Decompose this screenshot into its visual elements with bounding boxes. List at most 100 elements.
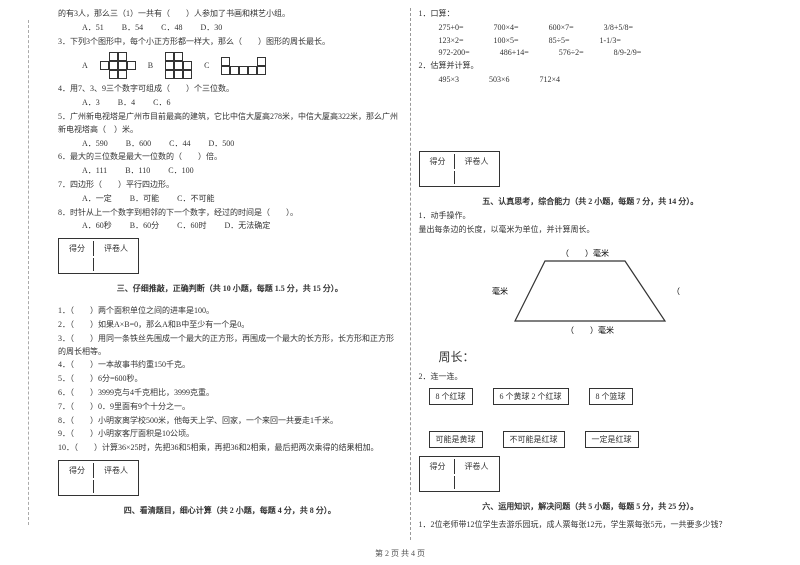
j3: 3．（ ）用同一条铁丝先围成一个最大的正方形，再围成一个最大的长方形，长方形和正… [58, 333, 402, 359]
t1b: 量出每条边的长度，以毫米为单位，并计算周长。 [419, 224, 763, 237]
trap-top: （ ）毫米 [561, 248, 609, 258]
grader-label: 评卷人 [96, 463, 136, 478]
kc: 123×2= [439, 35, 464, 48]
q7: 7．四边形（ ）平行四边形。 [58, 179, 402, 192]
opt-a: A．590 [82, 139, 108, 148]
q5-opts: A．590 B．600 C．44 D．500 [58, 138, 402, 151]
trap-bottom: （ ）毫米 [566, 325, 614, 335]
kc: 3/8+5/8= [604, 22, 633, 35]
p1: 1．2位老师带12位学生去游乐园玩，成人票每张12元，学生票每张5元，一共要多少… [419, 519, 763, 532]
j8: 8．（ ）小明家离学校500米，他每天上学、回家，一个来回一共要走1千米。 [58, 415, 402, 428]
j5: 5．（ ）6分=600秒。 [58, 373, 402, 386]
q7-opts: A．一定 B．可能 C．不可能 [58, 193, 402, 206]
kc: 8/9-2/9= [614, 47, 642, 60]
opt-d: D．500 [208, 139, 234, 148]
opt-c: C．6 [153, 98, 170, 107]
j2: 2．（ ）如果A×B=0，那么A和B中至少有一个是0。 [58, 319, 402, 332]
q5: 5．广州新电视塔是广州市目前最高的建筑，它比中信大厦高278米，中信大厦高322… [58, 111, 402, 137]
score-label: 得分 [61, 463, 94, 478]
opt-d: D．30 [200, 23, 222, 32]
q-pre: 的有3人，那么三（1）一共有（ ）人参加了书画和棋艺小组。 [58, 8, 402, 21]
q8: 8．时针从上一个数字到相邻的下一个数字，经过的时间是（ ）。 [58, 207, 402, 220]
score-box-4: 得分 评卷人 [58, 460, 139, 496]
page-footer: 第 2 页 共 4 页 [0, 548, 800, 559]
section-5-title: 五、认真思考，综合能力（共 2 小题，每题 7 分，共 14 分）。 [419, 196, 763, 207]
kc: 85÷5= [549, 35, 570, 48]
opt-c: C．48 [161, 23, 182, 32]
kc: 275+0= [439, 22, 464, 35]
opt-a: A．一定 [82, 194, 112, 203]
opt-b: B．600 [126, 139, 151, 148]
q4-opts: A．3 B．4 C．6 [58, 97, 402, 110]
box-item: 8 个红球 [429, 388, 473, 405]
section-3-title: 三、仔细推敲，正确判断（共 10 小题，每题 1.5 分，共 15 分）。 [58, 283, 402, 294]
opt-c: C．60时 [177, 221, 206, 230]
binding-line [28, 20, 29, 525]
section-6-title: 六、运用知识，解决问题（共 5 小题，每题 5 分，共 25 分）。 [419, 501, 763, 512]
q6-opts: A．111 B．110 C．100 [58, 165, 402, 178]
opt-a: A．51 [82, 23, 104, 32]
score-label: 得分 [61, 241, 94, 256]
t1: 1．动手操作。 [419, 210, 763, 223]
q-pre-opts: A．51 B．54 C．48 D．30 [58, 22, 402, 35]
j1: 1．（ ）两个面积单位之间的进率是100。 [58, 305, 402, 318]
label-a: A [82, 61, 88, 70]
krow-1: 123×2= 100×5= 85÷5= 1-1/3= [419, 35, 763, 48]
t2: 2．连一连。 [419, 371, 763, 384]
score-label: 得分 [422, 154, 455, 169]
opt-b: B．4 [118, 98, 135, 107]
opt-c: C．不可能 [177, 194, 214, 203]
score-box-6: 得分 评卷人 [419, 456, 500, 492]
score-label: 得分 [422, 459, 455, 474]
krow-0: 275+0= 700×4= 600×7= 3/8+5/8= [419, 22, 763, 35]
match-row-2: 可能是黄球 不可能是红球 一定是红球 [429, 431, 763, 448]
label-c: C [204, 61, 209, 70]
trapezoid-figure: （ ）毫米 （ ）毫米 （ ）毫米 （ ）毫米 [490, 246, 690, 338]
kc: 972-200= [439, 47, 470, 60]
left-column: 的有3人，那么三（1）一共有（ ）人参加了书画和棋艺小组。 A．51 B．54 … [50, 8, 411, 540]
k2: 2．估算并计算。 [419, 60, 763, 73]
j6: 6．（ ）3999克与4千克相比，3999克重。 [58, 387, 402, 400]
box-item: 可能是黄球 [429, 431, 483, 448]
box-item: 6 个黄球 2 个红球 [493, 388, 569, 405]
right-column: 1．口算： 275+0= 700×4= 600×7= 3/8+5/8= 123×… [411, 8, 771, 540]
score-box-3: 得分 评卷人 [58, 238, 139, 274]
grader-label: 评卷人 [457, 459, 497, 474]
j4: 4．（ ）一本故事书约重150千克。 [58, 359, 402, 372]
perimeter-label: 周长： [439, 348, 763, 365]
opt-c: C．44 [169, 139, 190, 148]
q4: 4．用7、3、9三个数字可组成（ ）个三位数。 [58, 83, 402, 96]
j7: 7．（ ）0．9里面有9个十分之一。 [58, 401, 402, 414]
score-box-5: 得分 评卷人 [419, 151, 500, 187]
kc: 700×4= [494, 22, 519, 35]
kc: 576÷2= [559, 47, 584, 60]
grader-label: 评卷人 [457, 154, 497, 169]
trap-right: （ ）毫米 [672, 286, 690, 296]
k1: 1．口算： [419, 8, 763, 21]
kc: 600×7= [549, 22, 574, 35]
opt-a: A．3 [82, 98, 100, 107]
kc: 712×4 [540, 74, 561, 87]
opt-b: B．54 [122, 23, 143, 32]
box-item: 不可能是红球 [503, 431, 565, 448]
opt-b: B．可能 [130, 194, 159, 203]
section-4-title: 四、看清题目，细心计算（共 2 小题，每题 4 分，共 8 分）。 [58, 505, 402, 516]
grader-label: 评卷人 [96, 241, 136, 256]
box-item: 一定是红球 [585, 431, 639, 448]
page-container: 的有3人，那么三（1）一共有（ ）人参加了书画和棋艺小组。 A．51 B．54 … [0, 0, 800, 540]
kc: 100×5= [494, 35, 519, 48]
match-row-1: 8 个红球 6 个黄球 2 个红球 8 个篮球 [429, 388, 763, 405]
q8-opts: A．60秒 B．60分 C．60时 D．无法确定 [58, 220, 402, 233]
shapes-row: A B C [82, 52, 402, 79]
box-item: 8 个篮球 [589, 388, 633, 405]
opt-d: D．无法确定 [224, 221, 270, 230]
kc: 503×6 [489, 74, 510, 87]
kc: 1-1/3= [599, 35, 620, 48]
q3: 3．下列3个图形中，每个小正方形都一样大，那么（ ）图形的周长最长。 [58, 36, 402, 49]
opt-b: B．110 [125, 166, 150, 175]
opt-a: A．111 [82, 166, 107, 175]
opt-b: B．60分 [130, 221, 159, 230]
shape-b [165, 52, 192, 79]
kc: 495×3 [439, 74, 460, 87]
opt-c: C．100 [168, 166, 193, 175]
